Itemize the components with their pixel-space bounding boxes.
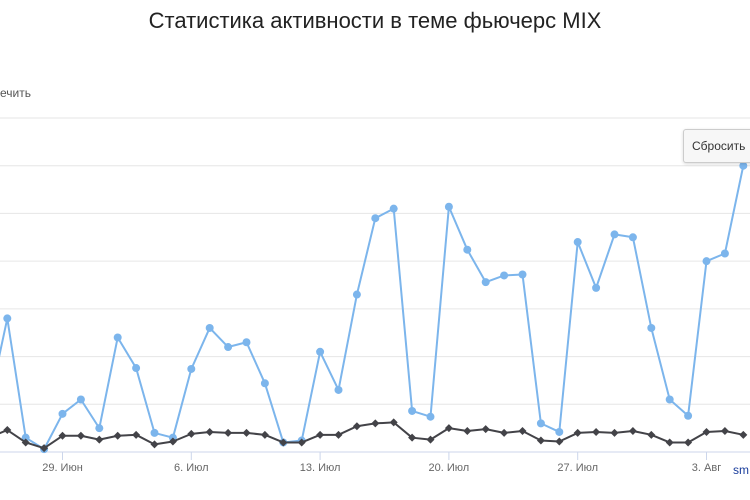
- series-1-point[interactable]: [647, 323, 656, 332]
- series-2-point[interactable]: [665, 438, 674, 447]
- series-1-point[interactable]: [408, 406, 417, 415]
- series-2-point[interactable]: [426, 435, 435, 444]
- series-1-point[interactable]: [352, 290, 361, 299]
- x-tick-label: 27. Июл: [557, 462, 598, 474]
- series-1-point[interactable]: [113, 333, 122, 342]
- series-1-point[interactable]: [3, 314, 12, 323]
- series-line-2: [0, 421, 744, 450]
- series-1-point[interactable]: [444, 202, 453, 211]
- chart-title: Статистика активности в теме фьючерс MIX: [148, 8, 602, 33]
- series-1-point[interactable]: [592, 283, 601, 292]
- series-2-point[interactable]: [720, 427, 729, 436]
- series-2-point[interactable]: [58, 431, 67, 440]
- series-1-point[interactable]: [610, 230, 619, 239]
- series-2-point[interactable]: [463, 427, 472, 436]
- x-tick-label: 6. Июл: [174, 462, 209, 474]
- series-1-point[interactable]: [187, 364, 196, 373]
- series-1-point[interactable]: [224, 343, 233, 352]
- series-2-point[interactable]: [444, 424, 453, 433]
- series-1-point[interactable]: [150, 428, 159, 437]
- watermark-text: sm: [733, 463, 749, 477]
- series-1-point[interactable]: [628, 233, 637, 242]
- x-tick-label: 3. Авг: [692, 462, 721, 474]
- series-1-point[interactable]: [260, 379, 269, 388]
- series-1-point[interactable]: [720, 249, 729, 258]
- reset-zoom-button[interactable]: Сбросить: [683, 129, 750, 163]
- series-1-point[interactable]: [739, 161, 748, 170]
- series-2-point[interactable]: [555, 437, 564, 446]
- series-1-point[interactable]: [242, 338, 251, 347]
- series-1-point[interactable]: [371, 214, 380, 223]
- series-2-point[interactable]: [647, 430, 656, 439]
- series-2-point[interactable]: [371, 419, 380, 428]
- series-1-point[interactable]: [481, 278, 490, 287]
- series-2-point[interactable]: [279, 438, 288, 447]
- series-2-point[interactable]: [389, 418, 398, 427]
- series-1-point[interactable]: [95, 424, 104, 433]
- x-axis: 29. Июн 6. Июл 13. Июл 20. Июл 27. Июл 3. Авг: [42, 452, 721, 474]
- series-1-point[interactable]: [463, 245, 472, 254]
- series-1-point[interactable]: [21, 433, 30, 442]
- series-2-point[interactable]: [739, 430, 748, 439]
- series-2-point[interactable]: [592, 427, 601, 436]
- series-2-point[interactable]: [113, 431, 122, 440]
- series-2-point[interactable]: [260, 430, 269, 439]
- series-2-point[interactable]: [205, 427, 214, 436]
- series-2-point[interactable]: [132, 430, 141, 439]
- series-2-point[interactable]: [40, 444, 49, 453]
- series-2-point[interactable]: [702, 427, 711, 436]
- series-1-point[interactable]: [76, 395, 85, 404]
- series-2-point[interactable]: [352, 422, 361, 431]
- series-1-point[interactable]: [426, 412, 435, 421]
- series-2-point[interactable]: [297, 438, 306, 447]
- series-2-point[interactable]: [334, 430, 343, 439]
- series-line-1: [0, 165, 745, 451]
- series-1-point[interactable]: [334, 385, 343, 394]
- series-2-point[interactable]: [536, 436, 545, 445]
- series-1-point[interactable]: [205, 323, 214, 332]
- series-2-point[interactable]: [408, 433, 417, 442]
- grid-lines: [0, 117, 750, 453]
- series-2-point[interactable]: [76, 431, 85, 440]
- series-2-point[interactable]: [150, 440, 159, 449]
- series-1-point[interactable]: [316, 347, 325, 356]
- series-2-point[interactable]: [242, 428, 251, 437]
- series-2-point[interactable]: [95, 435, 104, 444]
- series-2-point[interactable]: [628, 427, 637, 436]
- series-1-point[interactable]: [132, 364, 141, 373]
- series-2-point[interactable]: [610, 428, 619, 437]
- series-2-point[interactable]: [518, 427, 527, 436]
- series-1-point[interactable]: [702, 257, 711, 266]
- x-tick-label: 20. Июл: [429, 462, 470, 474]
- series-2-point[interactable]: [573, 428, 582, 437]
- series-2-point[interactable]: [684, 438, 693, 447]
- series-1-point[interactable]: [500, 271, 509, 280]
- series-1-point[interactable]: [518, 270, 527, 279]
- series-1-point[interactable]: [536, 419, 545, 428]
- series-1-point[interactable]: [389, 204, 398, 213]
- series-2-point[interactable]: [500, 428, 509, 437]
- series-2-point[interactable]: [3, 426, 12, 435]
- series-layer: [0, 161, 748, 454]
- series-2-point[interactable]: [224, 428, 233, 437]
- x-tick-label: 13. Июл: [300, 462, 341, 474]
- zoom-hint: ечить: [0, 86, 31, 100]
- series-2-point[interactable]: [21, 438, 30, 447]
- series-2-point[interactable]: [168, 437, 177, 446]
- series-1-point[interactable]: [555, 427, 564, 436]
- series-1-point[interactable]: [573, 238, 582, 247]
- series-1-point[interactable]: [684, 411, 693, 420]
- series-2-point[interactable]: [187, 429, 196, 438]
- series-1-point[interactable]: [665, 395, 674, 404]
- series-1-point[interactable]: [58, 409, 67, 418]
- series-2-point[interactable]: [316, 430, 325, 439]
- series-2-point[interactable]: [481, 425, 490, 434]
- x-tick-label: 29. Июн: [42, 462, 83, 474]
